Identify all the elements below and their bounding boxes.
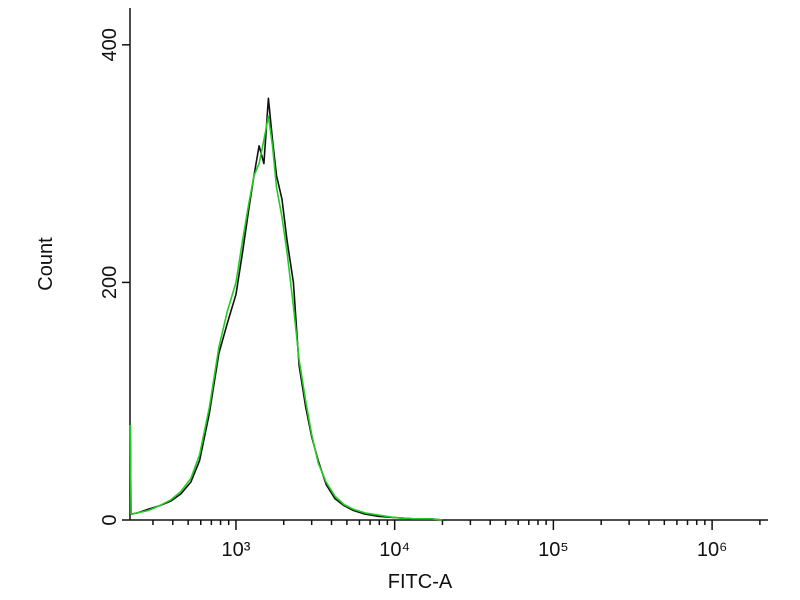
y-axis-label: Count: [35, 237, 57, 291]
y-tick-label: 200: [99, 266, 121, 299]
x-tick-label: 10⁶: [697, 539, 727, 561]
x-tick-label: 10⁵: [538, 539, 569, 561]
y-tick-label: 400: [99, 28, 121, 61]
histogram-line: [129, 115, 443, 521]
y-tick-label: 0: [99, 514, 121, 525]
x-tick-label: 10³: [221, 539, 250, 561]
histogram-line: [129, 97, 443, 521]
x-tick-label: 10⁴: [379, 539, 410, 561]
x-axis-label: FITC-A: [388, 571, 453, 593]
